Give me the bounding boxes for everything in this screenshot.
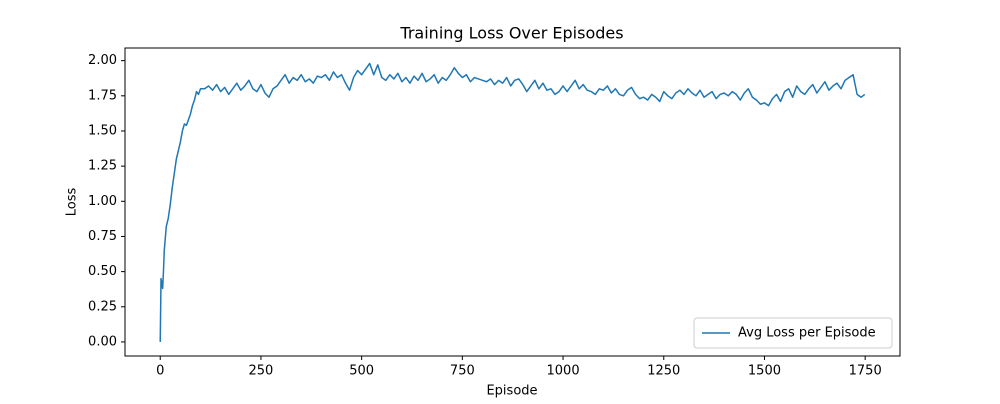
plot-frame — [124, 47, 901, 357]
x-tick-label: 750 — [450, 364, 475, 379]
x-tick-label: 1000 — [547, 364, 580, 379]
x-tick-label: 1250 — [647, 364, 680, 379]
legend-label: Avg Loss per Episode — [738, 326, 876, 341]
x-tick-label: 0 — [156, 364, 164, 379]
y-tick-label: 0.50 — [88, 264, 117, 279]
y-axis-label: Loss — [65, 188, 80, 217]
y-tick-label: 0.00 — [88, 334, 117, 349]
x-tick-label: 500 — [349, 364, 374, 379]
line-series — [159, 62, 866, 342]
y-tick-label: 0.75 — [88, 229, 117, 244]
y-tick-label: 1.00 — [88, 194, 117, 209]
y-tick-label: 1.75 — [88, 88, 117, 103]
x-axis-label: Episode — [486, 384, 537, 399]
chart-title: Training Loss Over Episodes — [399, 24, 623, 43]
y-tick-label: 0.25 — [88, 299, 117, 314]
y-tick-label: 1.25 — [88, 159, 117, 174]
legend-box — [693, 317, 893, 349]
x-tick-label: 1750 — [849, 364, 882, 379]
x-tick-label: 1500 — [748, 364, 781, 379]
y-tick-label: 1.50 — [88, 123, 117, 138]
y-tick-label: 2.00 — [88, 53, 117, 68]
x-tick-label: 250 — [249, 364, 274, 379]
